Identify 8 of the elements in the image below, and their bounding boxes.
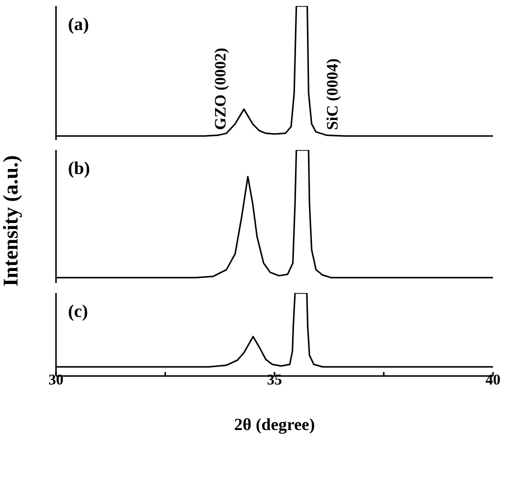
annotation: SiC (0004) [324, 58, 342, 130]
chart-title: (c) [68, 301, 88, 321]
x-tick-label: 40 [486, 372, 500, 389]
annotation: GZO (0002) [212, 48, 230, 130]
y-axis-title: Intensity (a.u.) [0, 155, 22, 286]
x-axis-title: 2θ (degree) [234, 415, 315, 434]
chart-title: (a) [68, 14, 89, 34]
chart-title: (b) [68, 158, 90, 178]
